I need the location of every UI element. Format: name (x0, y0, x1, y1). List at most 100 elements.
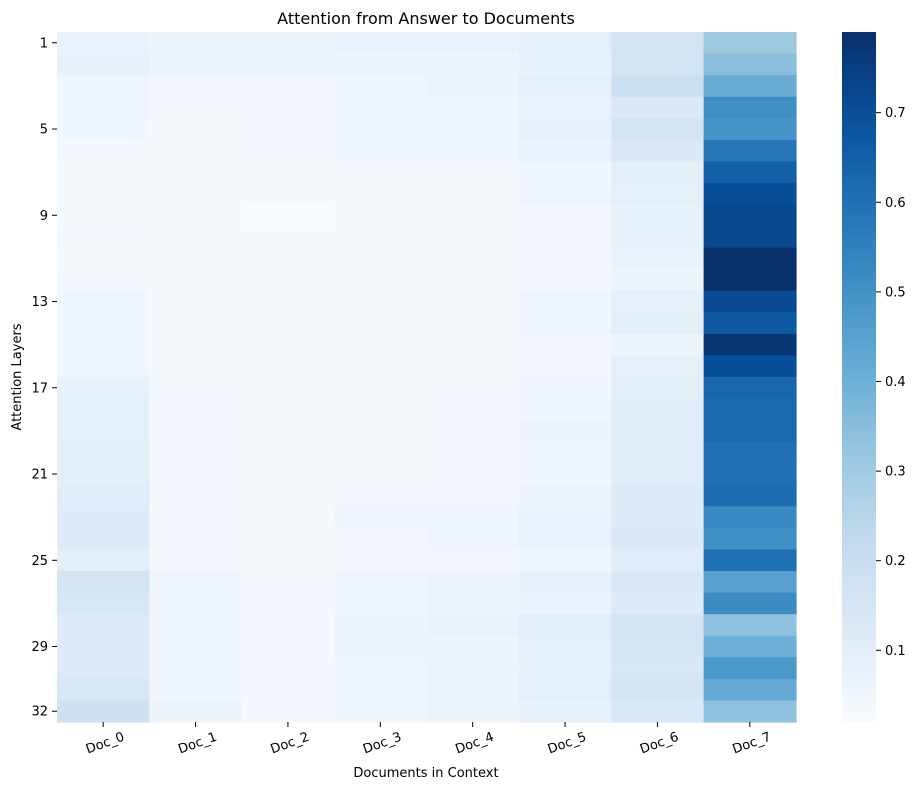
y-axis-label: Attention Layers (10, 323, 25, 430)
heatmap-cell (241, 312, 335, 335)
heatmap-cell (611, 290, 705, 313)
heatmap-cell (611, 182, 705, 206)
heatmap-cell (241, 182, 335, 206)
heatmap-cell (426, 398, 520, 421)
heatmap-cell (426, 420, 520, 443)
heatmap-cell (703, 355, 797, 378)
heatmap-cell (57, 614, 150, 637)
heatmap-cell (57, 290, 150, 313)
heatmap-cell (334, 571, 428, 594)
heatmap-cell (426, 614, 520, 637)
heatmap-cell (149, 420, 243, 443)
colorbar-tick-label: 0.3 (885, 465, 906, 480)
heatmap-cell (426, 700, 520, 723)
heatmap-cell (334, 484, 428, 507)
heatmap-cell (703, 139, 797, 162)
heatmap-cell (426, 118, 520, 141)
heatmap-cell (149, 290, 243, 313)
heatmap-cell (611, 75, 705, 98)
y-tick-label: 21 (31, 468, 48, 483)
heatmap-cell (241, 204, 335, 227)
heatmap-cell (426, 657, 520, 680)
heatmap-cell (611, 53, 705, 76)
heatmap-cell (334, 32, 428, 55)
heatmap-cell (703, 678, 797, 702)
heatmap-cell (611, 269, 705, 292)
heatmap-cell (611, 549, 705, 572)
heatmap-cell (703, 463, 797, 486)
heatmap-cell (518, 463, 612, 486)
heatmap-cell (241, 355, 335, 378)
heatmap-cell (518, 118, 612, 141)
heatmap-cell (334, 333, 428, 357)
heatmap-cell (57, 463, 150, 486)
heatmap-cell (611, 441, 705, 464)
heatmap-cell (57, 226, 150, 249)
colorbar-tick-label: 0.6 (885, 196, 906, 211)
heatmap-cell (518, 182, 612, 206)
y-tick-label: 1 (40, 36, 48, 51)
heatmap-cell (611, 312, 705, 335)
heatmap-cell (611, 700, 705, 723)
heatmap-cell (703, 635, 797, 658)
heatmap-cell (518, 290, 612, 313)
heatmap-cell (703, 53, 797, 76)
heatmap-cell (518, 678, 612, 702)
x-tick-label: Doc_3 (361, 730, 404, 758)
y-tick-label: 29 (31, 640, 48, 655)
heatmap-cell (57, 182, 150, 206)
heatmap-cell (518, 355, 612, 378)
heatmap-cell (241, 96, 335, 119)
x-tick-label: Doc_2 (269, 730, 312, 758)
colorbar-tick-label: 0.5 (885, 285, 906, 300)
heatmap-cell (57, 398, 150, 421)
heatmap-cell (241, 32, 335, 55)
heatmap-cell (57, 161, 150, 184)
heatmap-cell (149, 484, 243, 507)
heatmap-cell (426, 139, 520, 162)
heatmap-cell (149, 657, 243, 680)
heatmap-cell (703, 484, 797, 507)
heatmap-cell (334, 592, 428, 615)
heatmap-cell (518, 484, 612, 507)
heatmap-cell (334, 700, 428, 723)
heatmap-cell (426, 290, 520, 313)
heatmap-cell (57, 53, 150, 76)
heatmap-cell (611, 571, 705, 594)
heatmap-cell (518, 96, 612, 119)
heatmap-cell (334, 226, 428, 249)
heatmap-cell (241, 657, 335, 680)
x-axis-ticks: Doc_0 Doc_1 Doc_2 Doc_3 Doc_4 Doc_5 Doc_6 Doc_7 (84, 722, 773, 757)
heatmap-cell (426, 269, 520, 292)
heatmap-cell (426, 161, 520, 184)
heatmap-cell (149, 355, 243, 378)
heatmap-cell (518, 139, 612, 162)
heatmap-cell (149, 247, 243, 270)
heatmap-cell (57, 269, 150, 292)
heatmap-cell (611, 420, 705, 443)
heatmap-cell (611, 506, 705, 529)
heatmap-cell (703, 420, 797, 443)
heatmap-cell (518, 247, 612, 270)
heatmap-cell (334, 269, 428, 292)
heatmap-cell (149, 527, 243, 551)
heatmap-cell (611, 635, 705, 658)
heatmap-cell (149, 592, 243, 615)
y-tick-label: 17 (31, 381, 48, 396)
y-tick-label: 5 (40, 123, 48, 138)
heatmap-cell (703, 657, 797, 680)
y-tick-label: 13 (31, 295, 48, 310)
heatmap-cell (426, 527, 520, 551)
heatmap-cell (241, 247, 335, 270)
heatmap-cell (518, 204, 612, 227)
heatmap-cell (241, 75, 335, 98)
heatmap-cell (241, 592, 335, 615)
heatmap-cell (149, 161, 243, 184)
heatmap-cell (703, 226, 797, 249)
heatmap-cell (241, 139, 335, 162)
heatmap-cell (703, 527, 797, 551)
heatmap-cell (149, 463, 243, 486)
heatmap-cell (57, 420, 150, 443)
heatmap-cell (241, 700, 335, 723)
